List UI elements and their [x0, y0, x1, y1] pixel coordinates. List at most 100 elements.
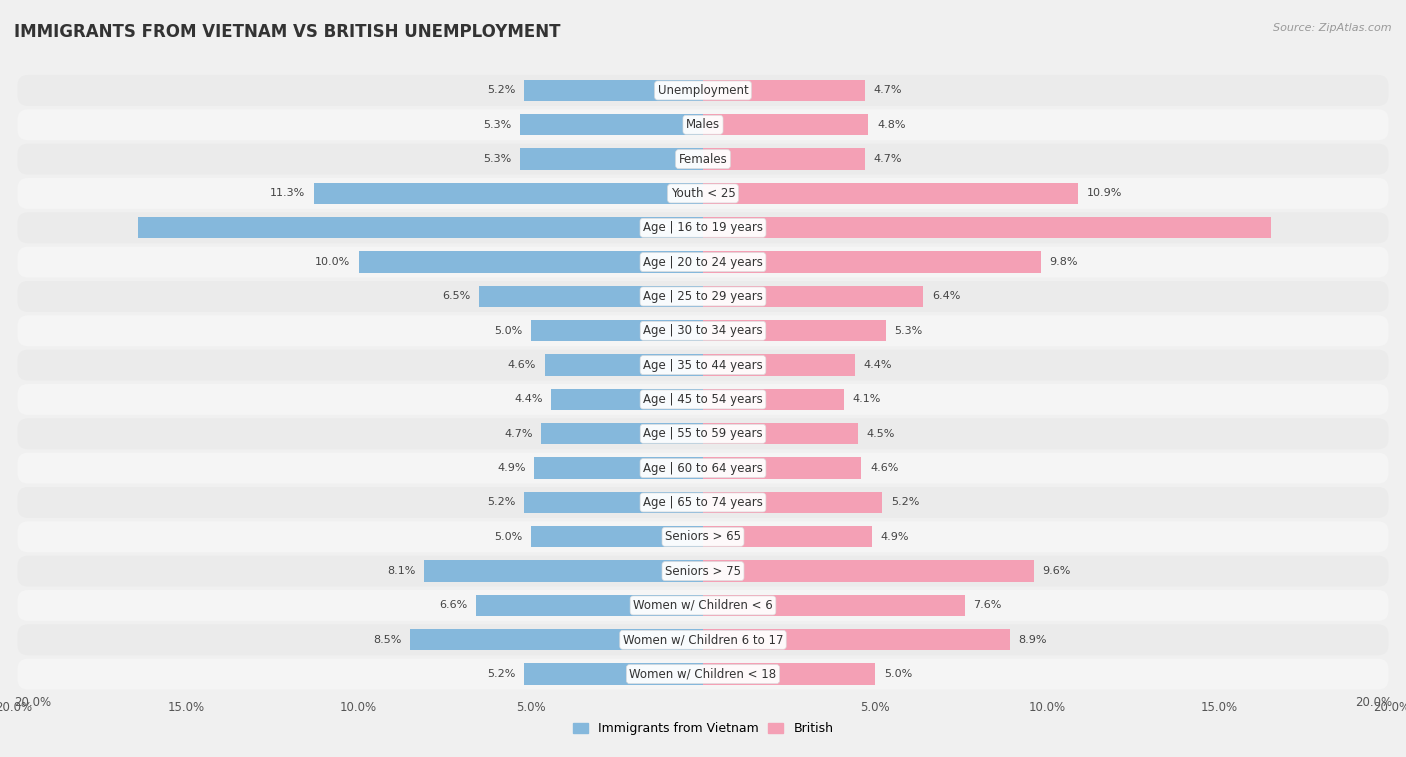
Bar [520, 148, 703, 170]
Text: 10.9%: 10.9% [1087, 188, 1122, 198]
FancyBboxPatch shape [17, 316, 1389, 346]
FancyBboxPatch shape [17, 109, 1389, 140]
Text: 5.0%: 5.0% [494, 326, 522, 336]
FancyBboxPatch shape [17, 556, 1389, 587]
Text: 4.5%: 4.5% [866, 428, 896, 439]
Text: 11.3%: 11.3% [270, 188, 305, 198]
Text: 5.2%: 5.2% [891, 497, 920, 507]
Text: 8.5%: 8.5% [373, 635, 402, 645]
FancyBboxPatch shape [17, 212, 1389, 243]
Text: Females: Females [679, 153, 727, 166]
FancyBboxPatch shape [17, 590, 1389, 621]
Text: 4.7%: 4.7% [503, 428, 533, 439]
FancyBboxPatch shape [17, 419, 1389, 449]
Bar [544, 354, 703, 375]
FancyBboxPatch shape [17, 144, 1389, 175]
Bar [314, 182, 703, 204]
Text: Women w/ Children < 6: Women w/ Children < 6 [633, 599, 773, 612]
Bar [703, 354, 855, 375]
Text: 4.9%: 4.9% [498, 463, 526, 473]
Bar [534, 457, 703, 478]
Bar [425, 560, 703, 582]
Bar [703, 320, 886, 341]
FancyBboxPatch shape [17, 350, 1389, 381]
Text: 9.8%: 9.8% [1049, 257, 1077, 267]
Text: Age | 60 to 64 years: Age | 60 to 64 years [643, 462, 763, 475]
Text: Age | 25 to 29 years: Age | 25 to 29 years [643, 290, 763, 303]
Text: 6.5%: 6.5% [443, 291, 471, 301]
Text: 5.0%: 5.0% [494, 531, 522, 542]
Text: Seniors > 65: Seniors > 65 [665, 531, 741, 544]
Bar [703, 560, 1033, 582]
Bar [524, 492, 703, 513]
Text: Age | 65 to 74 years: Age | 65 to 74 years [643, 496, 763, 509]
Text: 4.6%: 4.6% [870, 463, 898, 473]
Bar [703, 389, 844, 410]
Text: Age | 45 to 54 years: Age | 45 to 54 years [643, 393, 763, 406]
Bar [703, 492, 882, 513]
Text: 4.6%: 4.6% [508, 360, 536, 370]
Text: Males: Males [686, 118, 720, 131]
Bar [411, 629, 703, 650]
Text: 4.4%: 4.4% [515, 394, 543, 404]
Bar [531, 320, 703, 341]
Bar [524, 663, 703, 685]
Bar [703, 526, 872, 547]
FancyBboxPatch shape [17, 453, 1389, 484]
Text: Age | 30 to 34 years: Age | 30 to 34 years [643, 324, 763, 338]
Bar [703, 148, 865, 170]
Bar [703, 217, 1271, 238]
Bar [479, 286, 703, 307]
Bar [703, 423, 858, 444]
Bar [551, 389, 703, 410]
Text: 5.2%: 5.2% [486, 497, 515, 507]
Text: Age | 16 to 19 years: Age | 16 to 19 years [643, 221, 763, 234]
Text: 4.7%: 4.7% [873, 86, 903, 95]
Text: 20.0%: 20.0% [14, 696, 51, 709]
FancyBboxPatch shape [17, 487, 1389, 518]
Text: 5.3%: 5.3% [894, 326, 922, 336]
Text: 6.6%: 6.6% [439, 600, 467, 610]
FancyBboxPatch shape [17, 625, 1389, 656]
Bar [138, 217, 703, 238]
Bar [359, 251, 703, 273]
Bar [524, 79, 703, 101]
Text: 5.3%: 5.3% [484, 120, 512, 129]
Bar [703, 286, 924, 307]
Bar [703, 595, 965, 616]
FancyBboxPatch shape [17, 659, 1389, 690]
Text: Women w/ Children < 18: Women w/ Children < 18 [630, 668, 776, 681]
FancyBboxPatch shape [17, 384, 1389, 415]
Text: 7.6%: 7.6% [973, 600, 1002, 610]
Text: Women w/ Children 6 to 17: Women w/ Children 6 to 17 [623, 634, 783, 646]
FancyBboxPatch shape [17, 178, 1389, 209]
Bar [520, 114, 703, 136]
Text: Seniors > 75: Seniors > 75 [665, 565, 741, 578]
Text: 10.0%: 10.0% [315, 257, 350, 267]
Text: 4.7%: 4.7% [873, 154, 903, 164]
Text: Age | 55 to 59 years: Age | 55 to 59 years [643, 427, 763, 441]
Bar [703, 663, 875, 685]
Bar [703, 114, 869, 136]
FancyBboxPatch shape [17, 247, 1389, 278]
Text: 9.6%: 9.6% [1042, 566, 1071, 576]
Bar [703, 457, 862, 478]
Text: 5.3%: 5.3% [484, 154, 512, 164]
Text: 8.9%: 8.9% [1018, 635, 1046, 645]
Text: Age | 20 to 24 years: Age | 20 to 24 years [643, 256, 763, 269]
Text: Unemployment: Unemployment [658, 84, 748, 97]
Text: 6.4%: 6.4% [932, 291, 960, 301]
Legend: Immigrants from Vietnam, British: Immigrants from Vietnam, British [568, 718, 838, 740]
Bar [703, 79, 865, 101]
Bar [531, 526, 703, 547]
Text: 4.8%: 4.8% [877, 120, 905, 129]
Text: 5.0%: 5.0% [884, 669, 912, 679]
Bar [703, 251, 1040, 273]
Bar [703, 182, 1078, 204]
Text: IMMIGRANTS FROM VIETNAM VS BRITISH UNEMPLOYMENT: IMMIGRANTS FROM VIETNAM VS BRITISH UNEMP… [14, 23, 561, 41]
Text: Youth < 25: Youth < 25 [671, 187, 735, 200]
Text: Age | 35 to 44 years: Age | 35 to 44 years [643, 359, 763, 372]
Text: 5.2%: 5.2% [486, 669, 515, 679]
Text: 4.9%: 4.9% [880, 531, 908, 542]
Text: 5.2%: 5.2% [486, 86, 515, 95]
